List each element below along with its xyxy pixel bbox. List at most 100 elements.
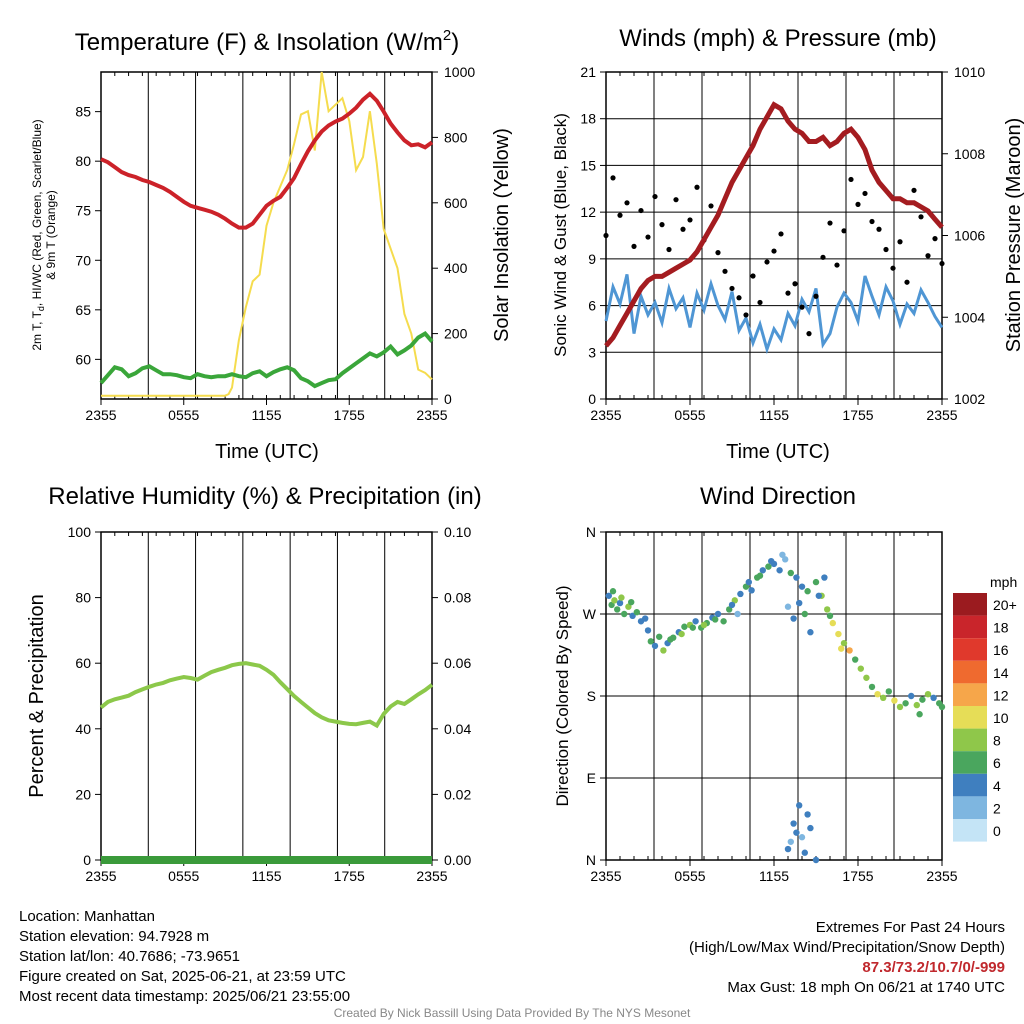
plot-border [100,531,433,861]
direction-point [807,824,814,832]
y-tick-label: 60 [75,655,91,671]
gust-point [652,193,658,200]
direction-point [629,612,636,620]
humidity-line [99,661,434,729]
direction-point [826,612,834,620]
gust-point [638,207,644,214]
y2-tick-label: 600 [444,195,468,211]
gust-point [603,232,609,239]
legend-label: 2 [993,800,1001,816]
direction-point [768,557,775,565]
gust-point [834,262,840,268]
direction-point [804,588,811,595]
gust-point [862,190,868,197]
gust-point [659,222,665,228]
legend-swatch [953,773,987,797]
figure-created: Figure created on Sat, 2025-06-21, at 23… [19,968,346,985]
y2-tick-label: 1008 [954,146,985,162]
legend-label: 10 [993,710,1009,726]
direction-point [621,610,628,618]
x-tick-label: 1755 [842,407,873,423]
temperature-line [100,91,434,230]
direction-point [647,638,654,645]
plot-border [605,71,943,400]
temperature-ylabel-line2: & 9m T (Orange) [44,190,58,280]
gust-point [722,268,728,274]
legend-title: mph [990,574,1017,590]
direction-ylabel: Direction (Colored By Speed) [553,585,572,806]
gust-point [939,260,945,267]
y2-tick-label: 0.10 [444,524,471,540]
legend-swatch [953,751,987,774]
gust-point [673,197,679,203]
direction-point [776,567,783,574]
y-tick-label: 70 [75,252,91,268]
y2-tick-label: 200 [444,326,468,342]
direction-point [924,690,932,698]
gust-point [750,273,756,279]
x-tick-label: 1155 [251,407,281,423]
legend-swatch [953,638,987,661]
y-tick-label: 9 [588,251,596,267]
legend-swatch [953,683,987,706]
gust-point [792,281,798,287]
direction-point [807,629,814,636]
gust-point [855,201,861,207]
direction-point [644,627,652,634]
temperature-xlabel: Time (UTC) [215,441,319,463]
humidity-title: Relative Humidity (%) & Precipitation (i… [48,483,481,510]
direction-point [796,802,803,809]
direction-point [801,610,808,618]
legend-swatch [953,819,987,842]
gust-point [666,246,672,253]
plot-area-winds: 2355 0555 1155 1755 235503691215182110021004… [580,64,985,423]
pressure-line [604,101,944,348]
direction-point [908,692,915,700]
y2-tick-label: 0.06 [444,655,471,671]
insolation-ylabel: Solar Insolation (Yellow) [491,128,513,342]
plot-area-humidity: 2355 0555 1155 1755 23550204060801000.000.02… [68,524,472,884]
y-tick-label: 100 [68,524,92,540]
y-tick-label: 0 [83,852,91,868]
winds-title: Winds (mph) & Pressure (mb) [619,25,936,52]
legend-label: 14 [993,665,1009,681]
direction-point [656,633,663,640]
gust-point [757,299,763,306]
direction-point [801,849,808,856]
direction-point [812,856,820,864]
gust-point [932,236,938,242]
direction-point [919,696,926,703]
station-elevation: Station elevation: 94.7928 m [19,928,210,945]
gust-point [890,265,896,271]
y2-tick-label: 400 [444,260,468,276]
direction-point [857,665,864,672]
direction-point [840,639,848,647]
y2-tick-label: 0.00 [444,852,471,868]
humidity-panel: Relative Humidity (%) & Precipitation (i… [26,483,482,798]
legend-label: 4 [993,778,1001,794]
x-tick-label: 2355 [416,407,447,423]
direction-point [748,587,755,594]
y2-tick-label: 1006 [954,228,985,244]
direction-point [824,606,831,613]
x-tick-label: 2355 [926,407,957,423]
direction-point [720,618,727,625]
gust-point [799,304,805,310]
extremes-info: Extremes For Past 24 Hours (High/Low/Max… [689,918,1005,998]
y-tick-label: 18 [580,111,596,127]
gust-point [736,295,742,301]
humidity-ylabel: Percent & Precipitation [26,594,48,797]
y-tick-label: 75 [75,203,91,219]
gust-point [708,203,714,209]
x-tick-label: 0555 [674,868,705,884]
direction-point [605,592,612,599]
sonic-wind-line [604,274,944,355]
direction-point [829,619,836,627]
gust-point [729,285,735,292]
direction-tick-label: S [587,688,596,704]
direction-point [628,598,635,606]
y-tick-label: 6 [588,298,596,314]
gust-point [687,217,693,223]
station-location: Location: Manhattan [19,908,155,925]
